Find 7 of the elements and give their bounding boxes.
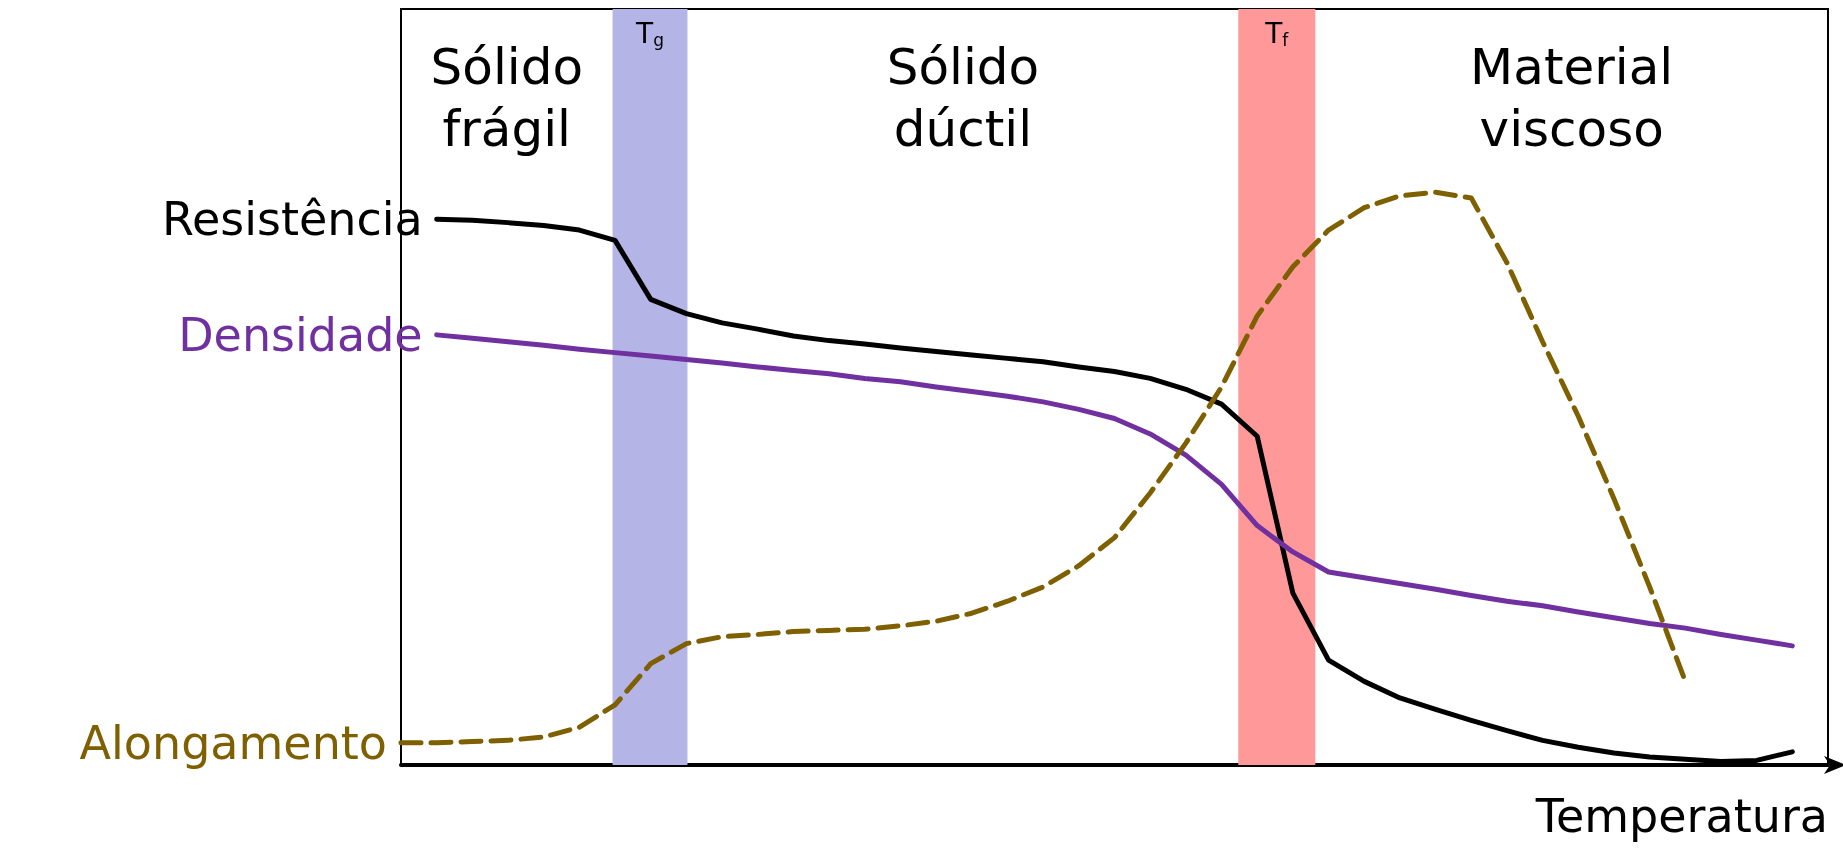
text: Material viscoso	[1470, 38, 1674, 158]
x-axis-title: Temperatura	[1534, 789, 1828, 843]
text: Tg	[635, 17, 664, 50]
series-label: Alongamento	[79, 715, 387, 770]
text: Sólido dúctil	[886, 38, 1040, 158]
text: Sólido frágil	[430, 38, 583, 158]
text: Tf	[1264, 17, 1290, 50]
